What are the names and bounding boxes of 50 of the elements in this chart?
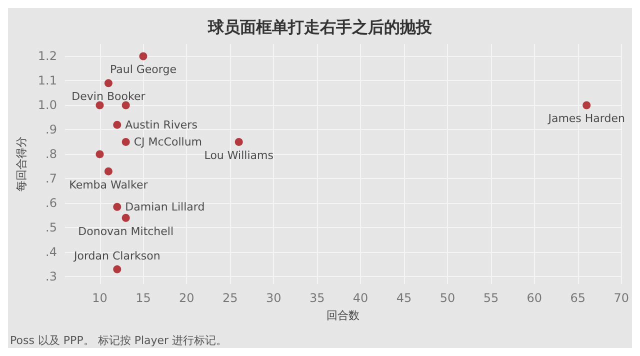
text: Poss 以及 PPP。 标记按 Player 进行标记。 <box>10 334 228 347</box>
x-tick-label: 45 <box>396 291 412 305</box>
y-tick-label: .4 <box>46 245 57 260</box>
y-tick-label: .5 <box>46 220 57 235</box>
data-label: Devin Booker <box>72 90 146 104</box>
x-tick-label: 55 <box>483 291 499 305</box>
x-tick-label: 15 <box>136 291 151 305</box>
x-tick-label: 30 <box>266 291 282 305</box>
point <box>104 79 112 88</box>
data-label: Austin Rivers <box>125 118 198 132</box>
x-tick-label: 25 <box>222 291 238 305</box>
point <box>122 138 130 146</box>
data-label: Paul George <box>110 63 177 76</box>
data-label: Damian Lillard <box>125 200 205 214</box>
y-tick-label: 1.0 <box>38 98 57 112</box>
chart-title: 球员面框单打走右手之后的抛投 <box>207 18 433 36</box>
data-label: Jordan Clarkson <box>72 249 160 262</box>
point <box>122 214 130 222</box>
point <box>582 101 591 110</box>
data-label: Donovan Mitchell <box>78 224 174 238</box>
x-tick-label: 35 <box>309 291 325 305</box>
y-tick-label: .9 <box>46 122 57 137</box>
y-tick-label: .6 <box>46 196 57 210</box>
x-axis-title: 回合数 <box>326 309 360 322</box>
x-tick-label: 20 <box>179 291 194 305</box>
y-tick-label: 1.1 <box>38 74 57 88</box>
data-label: Kemba Walker <box>69 178 148 192</box>
x-tick-label: 50 <box>440 291 456 305</box>
y-tick-label: .7 <box>46 172 57 186</box>
point <box>104 167 112 176</box>
point <box>113 120 122 129</box>
y-tick-label: 1.2 <box>38 49 57 64</box>
point <box>234 138 243 146</box>
x-tick-label: 60 <box>526 291 542 305</box>
y-tick-label: .8 <box>46 147 57 162</box>
y-tick-label: .3 <box>46 270 57 284</box>
x-tick-label: 40 <box>352 291 368 305</box>
data-label: James Harden <box>547 112 625 126</box>
data-label: Lou Williams <box>204 148 274 162</box>
x-tick-label: 65 <box>570 291 586 305</box>
x-tick-label: 10 <box>92 291 108 305</box>
point <box>122 101 130 110</box>
y-axis-title: 每回合得分 <box>15 136 28 192</box>
point <box>139 52 148 60</box>
point <box>96 150 104 158</box>
x-tick-label: 70 <box>614 291 630 305</box>
point <box>113 202 122 211</box>
data-label: CJ McCollum <box>134 135 202 148</box>
point <box>113 265 122 274</box>
point <box>96 101 104 110</box>
